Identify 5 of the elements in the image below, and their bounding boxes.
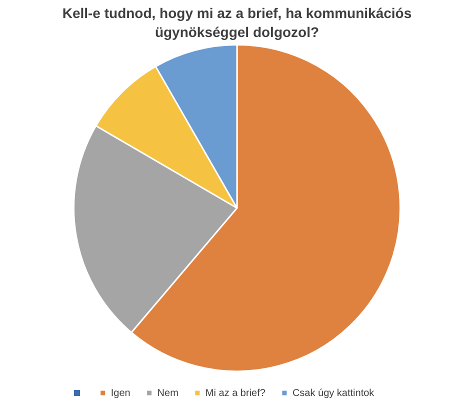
legend-label: Csak úgy kattintok	[292, 388, 376, 399]
legend-label: Igen	[110, 388, 130, 399]
legend-label: Nem	[157, 388, 178, 399]
chart-title: Kell-e tudnod, hogy mi az a brief, ha kommunikációs ügynökséggel dolgozol?	[61, 4, 413, 42]
legend-label: Mi az a brief?	[205, 388, 266, 399]
